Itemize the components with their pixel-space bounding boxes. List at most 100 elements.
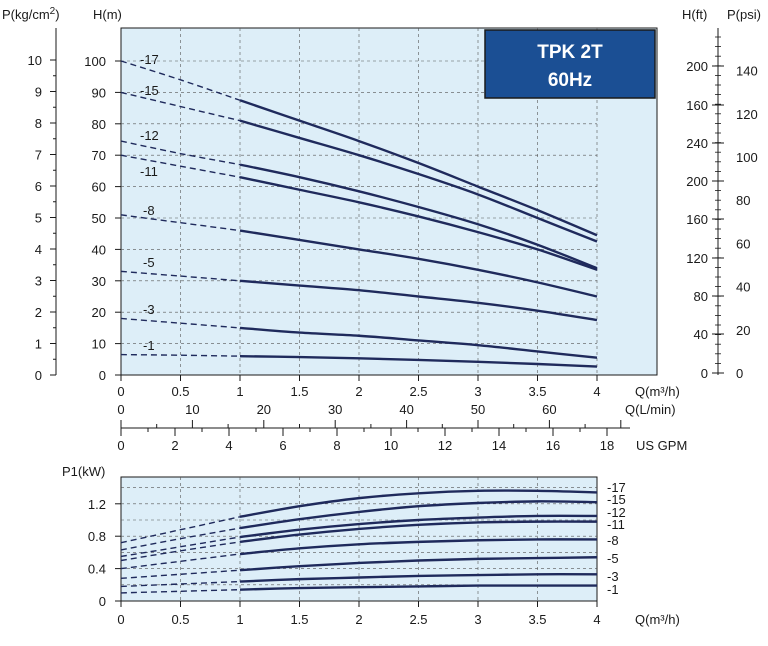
power-curve-label: -8 — [607, 533, 619, 548]
head-curve--8 — [239, 229, 598, 298]
power-curve--5 — [239, 556, 598, 572]
power-curve-dashed--1 — [120, 588, 241, 594]
power-curve-label: -11 — [607, 517, 625, 532]
ft-tick-label: 80 — [694, 289, 708, 304]
power-x-tick-label: 1 — [236, 612, 243, 627]
chart-subtitle: 60Hz — [548, 70, 592, 91]
psi-tick-label: 100 — [736, 150, 758, 165]
ft-tick-label: 0 — [701, 366, 708, 381]
kgcm2-tick-label: 4 — [35, 242, 42, 257]
power-x-tick-label: 0.5 — [171, 612, 189, 627]
ft-tick-label: 240 — [686, 136, 708, 151]
power-curve--17 — [239, 489, 598, 518]
head-curve-labels: -17 -15 -12 -11 -8 -5 -3 -1 — [140, 52, 159, 353]
kgcm2-tick-label: 6 — [35, 179, 42, 194]
kgcm2-tick-label: 3 — [35, 274, 42, 289]
gpm-tick-label: 12 — [438, 438, 452, 453]
q-m3h-axis-title: Q(m³/h) — [635, 384, 680, 399]
power-axis-title: P1(kW) — [62, 464, 105, 479]
kgcm2-tick-label: 8 — [35, 116, 42, 131]
kgcm2-tick-label: 1 — [35, 337, 42, 352]
power-curve-dashed--12 — [120, 536, 241, 558]
ft-tick-label: 200 — [686, 174, 708, 189]
head-curve--1 — [239, 354, 598, 368]
gpm-tick-label: 14 — [492, 438, 506, 453]
chart-title: TPK 2T — [537, 42, 603, 63]
kgcm2-tick-label: 5 — [35, 211, 42, 226]
psi-tick-label: 120 — [736, 107, 758, 122]
psi-tick-label: 0 — [736, 366, 743, 381]
ft-tick-label: 40 — [694, 327, 708, 342]
power-axes: 0 0.4 0.8 1.2 0 0.5 1 1.5 2 2.5 3 3.5 4 — [88, 497, 601, 627]
power-x-tick-label: 2 — [355, 612, 362, 627]
lmin-tick-label: 0 — [117, 402, 124, 417]
power-q-axis-title: Q(m³/h) — [635, 612, 680, 627]
head-y-tick-label: 60 — [92, 180, 106, 195]
q-lmin-axis-title: Q(L/min) — [625, 402, 676, 417]
head-y-tick-label: 70 — [92, 148, 106, 163]
power-curve-labels: -17-15-12-11-8 -5 -3-1 — [607, 480, 626, 597]
power-y-tick-label: 0.8 — [88, 529, 106, 544]
lmin-tick-label: 40 — [399, 402, 413, 417]
psi-tick-label: 60 — [736, 236, 750, 251]
lmin-tick-label: 20 — [257, 402, 271, 417]
head-y-tick-label: 30 — [92, 274, 106, 289]
head-curves — [120, 60, 598, 368]
head-curve-dashed--8 — [120, 214, 241, 232]
power-curve-dashed--11 — [120, 541, 241, 562]
power-curve-dashed--3 — [120, 580, 241, 588]
gpm-tick-label: 10 — [384, 438, 398, 453]
usgpm-axis-title: US GPM — [636, 438, 687, 453]
gpm-tick-label: 16 — [546, 438, 560, 453]
ft-tick-label: 160 — [686, 212, 708, 227]
kgcm2-tick-label: 9 — [35, 85, 42, 100]
lmin-tick-label: 10 — [185, 402, 199, 417]
power-curve-label: -3 — [607, 569, 619, 584]
gpm-tick-label: 0 — [117, 438, 124, 453]
psi-tick-label: 40 — [736, 280, 750, 295]
power-y-tick-label: 1.2 — [88, 497, 106, 512]
head-curve-dashed--1 — [120, 353, 241, 357]
power-curve-dashed--8 — [120, 553, 241, 570]
power-y-tick-label: 0 — [99, 594, 106, 609]
head-y-tick-label: 40 — [92, 242, 106, 257]
head-curve-label: -12 — [140, 128, 159, 143]
head-y-tick-label: 80 — [92, 117, 106, 132]
head-y-tick-label: 90 — [92, 85, 106, 100]
power-x-tick-label: 0 — [117, 612, 124, 627]
head-curve-label: -17 — [140, 52, 159, 67]
head-curve--17 — [239, 99, 598, 237]
power-curve-label: -5 — [607, 551, 619, 566]
head-y-tick-label: 20 — [92, 305, 106, 320]
gpm-tick-label: 18 — [600, 438, 614, 453]
head-curve--12 — [239, 163, 598, 270]
head-curve--5 — [239, 279, 598, 322]
psi-axis-title: P(psi) — [727, 7, 761, 22]
power-x-tick-label: 2.5 — [409, 612, 427, 627]
head-curve--15 — [239, 119, 598, 243]
head-curve-label: -5 — [143, 255, 155, 270]
psi-tick-label: 80 — [736, 193, 750, 208]
kgcm2-tick-label: 10 — [28, 53, 42, 68]
gpm-tick-label: 6 — [279, 438, 286, 453]
q-m3h-tick-label: 0 — [117, 384, 124, 399]
power-curve--15 — [239, 500, 598, 530]
power-curve-dashed--17 — [120, 516, 241, 544]
head-m-axis-title: H(m) — [93, 7, 122, 22]
q-m3h-tick-label: 3.5 — [528, 384, 546, 399]
power-curve-label: -17 — [607, 480, 626, 495]
head-curve-label: -11 — [140, 164, 158, 179]
ft-tick-label: 160 — [686, 98, 708, 113]
q-m3h-tick-label: 3 — [474, 384, 481, 399]
power-x-tick-label: 1.5 — [290, 612, 308, 627]
power-curve-label: -1 — [607, 582, 619, 597]
power-curve-dashed--5 — [120, 569, 241, 580]
power-curves — [120, 489, 598, 594]
power-x-tick-label: 4 — [593, 612, 600, 627]
psi-tick-label: 140 — [736, 64, 758, 79]
gpm-tick-label: 4 — [225, 438, 232, 453]
head-curve-dashed--5 — [120, 270, 241, 282]
lmin-tick-label: 30 — [328, 402, 342, 417]
power-curve-dashed--15 — [120, 527, 241, 551]
